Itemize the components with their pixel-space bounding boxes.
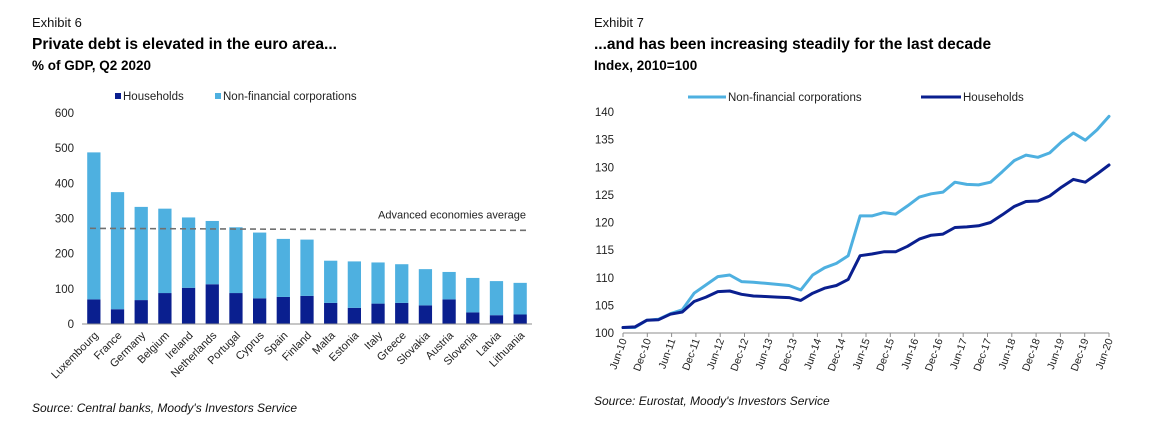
y-tick-label: 100 xyxy=(595,328,614,340)
bar-corporations xyxy=(205,220,219,285)
chart-title: Private debt is elevated in the euro are… xyxy=(32,36,337,53)
y-tick-label: 400 xyxy=(55,178,74,190)
x-tick-label: Jun-11 xyxy=(656,337,678,371)
bar-corporations xyxy=(253,232,267,299)
bar-households xyxy=(418,305,433,324)
bar-households xyxy=(442,299,456,324)
stacked-bar-chart: 0100200300400500600LuxembourgFranceGerma… xyxy=(49,91,532,381)
x-tick-label: Dec-17 xyxy=(971,337,994,373)
x-tick-label: Jun-13 xyxy=(753,337,775,371)
bar-corporations xyxy=(158,208,172,294)
bar-households xyxy=(395,302,409,324)
average-line-label: Advanced economies average xyxy=(378,209,526,221)
x-tick-label: Jun-12 xyxy=(705,337,727,371)
exhibit-7-panel: Exhibit 7 ...and has been increasing ste… xyxy=(576,0,1152,431)
bar-corporations xyxy=(181,217,196,288)
y-tick-label: 140 xyxy=(595,107,614,119)
bar-corporations xyxy=(371,262,385,304)
chart-subtitle: Index, 2010=100 xyxy=(594,58,698,73)
chart-source: Source: Central banks, Moody's Investors… xyxy=(32,401,298,415)
x-tick-label: Jun-18 xyxy=(996,337,1018,371)
chart-source: Source: Eurostat, Moody's Investors Serv… xyxy=(594,394,830,408)
x-tick-label: Dec-10 xyxy=(631,337,654,373)
x-tick-label: Jun-15 xyxy=(851,337,873,371)
bar-households xyxy=(300,295,314,324)
y-tick-label: 300 xyxy=(55,214,74,226)
bar-corporations xyxy=(229,227,243,294)
bar-corporations xyxy=(324,260,338,303)
average-line xyxy=(89,227,529,232)
exhibit-label: Exhibit 6 xyxy=(32,15,82,30)
bar-corporations xyxy=(418,269,433,306)
x-tick-label: Jun-10 xyxy=(608,337,630,371)
bar-corporations xyxy=(466,277,480,313)
x-tick-label: Dec-16 xyxy=(923,337,946,373)
bar-households xyxy=(205,284,219,324)
legend-label-corporations: Non-financial corporations xyxy=(728,92,862,104)
y-tick-label: 200 xyxy=(55,249,74,261)
bar-households xyxy=(371,303,385,324)
exhibit-label: Exhibit 7 xyxy=(594,15,644,30)
x-tick-label: Jun-16 xyxy=(899,337,921,371)
y-tick-label: 110 xyxy=(596,273,614,285)
bar-corporations xyxy=(87,152,101,300)
bar-households xyxy=(513,314,527,324)
bar-households xyxy=(276,296,290,324)
bar-households xyxy=(87,299,101,324)
bar-households xyxy=(134,300,148,324)
bar-corporations xyxy=(276,238,290,297)
x-tick-label: Jun-20 xyxy=(1094,337,1116,371)
chart-subtitle: % of GDP, Q2 2020 xyxy=(32,58,152,73)
series-line-corporations xyxy=(621,114,1111,329)
y-tick-label: 600 xyxy=(55,108,74,120)
legend-label-households: Households xyxy=(123,91,184,103)
bar-households xyxy=(466,312,480,324)
y-tick-label: 130 xyxy=(595,162,614,174)
y-tick-label: 105 xyxy=(595,300,614,312)
bar-households xyxy=(181,287,196,324)
bar-households xyxy=(253,298,267,324)
chart-title: ...and has been increasing steadily for … xyxy=(594,36,992,53)
bar-households xyxy=(229,293,243,324)
y-tick-label: 120 xyxy=(595,218,614,230)
bar-corporations xyxy=(110,192,125,310)
series-line-households xyxy=(621,163,1111,329)
y-tick-label: 125 xyxy=(595,190,614,202)
x-tick-label: Dec-13 xyxy=(777,337,800,373)
legend-swatch-corporations xyxy=(215,93,221,99)
x-tick-label: Dec-15 xyxy=(874,337,897,373)
x-tick-label: Jun-14 xyxy=(802,337,824,371)
bar-households xyxy=(158,293,172,324)
y-tick-label: 0 xyxy=(68,319,74,331)
bar-households xyxy=(110,309,125,324)
x-tick-label: Dec-19 xyxy=(1069,337,1092,373)
bar-corporations xyxy=(395,264,409,303)
legend-swatch-households xyxy=(115,93,121,99)
y-tick-label: 100 xyxy=(55,284,74,296)
bar-corporations xyxy=(347,261,361,308)
bar-corporations xyxy=(134,206,148,301)
x-tick-label: Dec-18 xyxy=(1020,337,1043,373)
bar-households xyxy=(489,315,504,324)
bar-households xyxy=(347,307,361,324)
y-tick-label: 115 xyxy=(596,245,614,257)
y-tick-label: 500 xyxy=(55,143,74,155)
exhibit-6-panel: Exhibit 6 Private debt is elevated in th… xyxy=(32,15,532,415)
bar-households xyxy=(324,302,338,324)
bar-corporations xyxy=(442,271,456,300)
x-tick-label: Jun-19 xyxy=(1045,337,1067,371)
x-tick-label: Dec-14 xyxy=(826,337,849,373)
bar-corporations xyxy=(300,239,314,296)
x-tick-label: Dec-12 xyxy=(728,337,751,373)
bar-corporations xyxy=(489,281,504,316)
y-tick-label: 135 xyxy=(595,135,614,147)
legend-label-corporations: Non-financial corporations xyxy=(223,91,357,103)
x-tick-label: Dec-11 xyxy=(680,337,703,372)
x-tick-label: Jun-17 xyxy=(948,337,970,371)
bar-corporations xyxy=(513,282,527,315)
legend-label-households: Households xyxy=(963,92,1024,104)
